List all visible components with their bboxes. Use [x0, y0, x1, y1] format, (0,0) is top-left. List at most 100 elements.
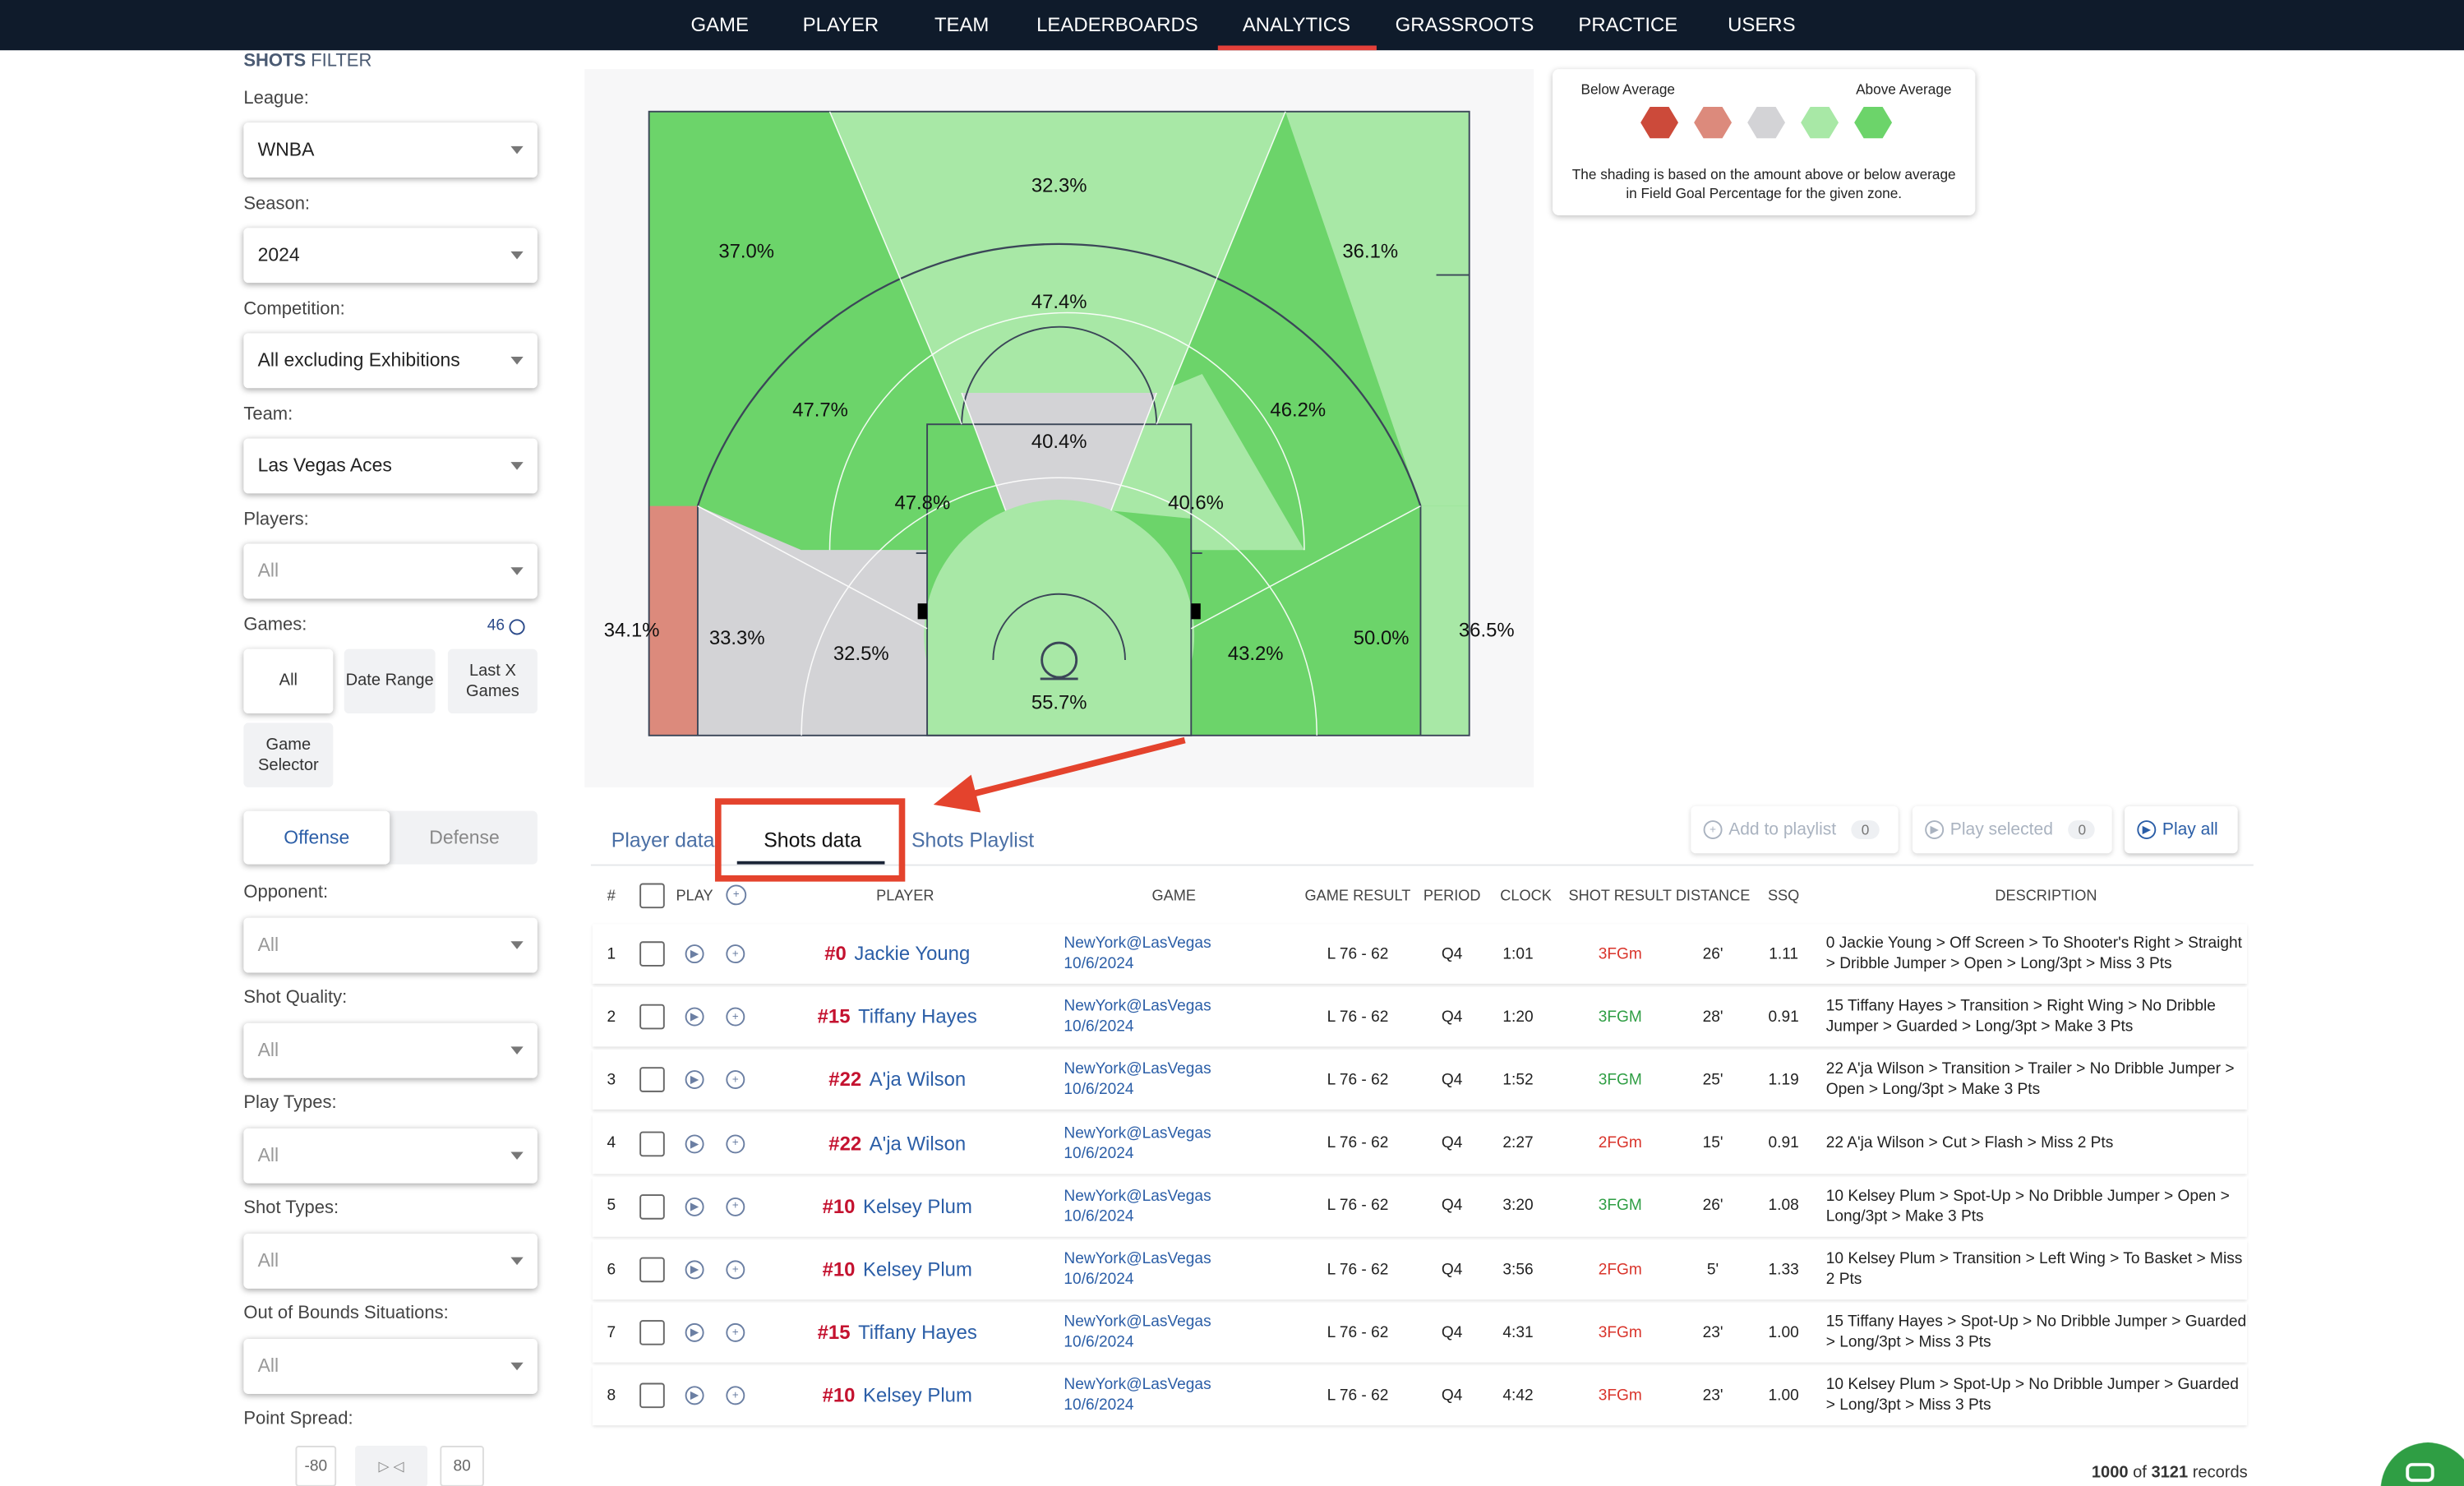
- row-add-button[interactable]: +: [726, 1114, 745, 1174]
- nav-team[interactable]: TEAM: [934, 14, 990, 36]
- games-date-range-button[interactable]: Date Range: [344, 648, 436, 714]
- nav-users[interactable]: USERS: [1728, 14, 1796, 36]
- player-name-link[interactable]: Kelsey Plum: [863, 1258, 972, 1281]
- player-name-link[interactable]: Jackie Young: [854, 943, 971, 965]
- games-selector-button[interactable]: Game Selector: [243, 722, 334, 787]
- nav-grassroots[interactable]: GRASSROOTS: [1395, 14, 1534, 36]
- players-select[interactable]: All: [243, 543, 538, 599]
- shot-quality-select[interactable]: All: [243, 1022, 538, 1078]
- game-link[interactable]: NewYork@LasVegas: [1064, 935, 1211, 953]
- play-selected-button[interactable]: ▶ Play selected 0: [1913, 806, 2112, 853]
- game-link[interactable]: NewYork@LasVegas: [1064, 1250, 1211, 1268]
- row-checkbox[interactable]: [639, 1366, 665, 1426]
- opponent-select[interactable]: All: [243, 917, 538, 973]
- row-player[interactable]: #15 Tiffany Hayes: [818, 987, 977, 1047]
- league-select[interactable]: WNBA: [243, 122, 538, 178]
- defense-toggle[interactable]: Defense: [429, 826, 500, 849]
- row-checkbox[interactable]: [639, 987, 665, 1047]
- row-checkbox[interactable]: [639, 1050, 665, 1110]
- player-name-link[interactable]: Tiffany Hayes: [858, 1006, 977, 1028]
- row-player[interactable]: #22 A'ja Wilson: [828, 1050, 966, 1110]
- row-player[interactable]: #10 Kelsey Plum: [823, 1177, 972, 1237]
- add-all-icon[interactable]: +: [726, 884, 747, 906]
- game-link[interactable]: NewYork@LasVegas: [1064, 1188, 1211, 1206]
- row-play-button[interactable]: ▶: [685, 1050, 704, 1110]
- row-add-button[interactable]: +: [726, 1240, 745, 1300]
- row-play-button[interactable]: ▶: [685, 924, 704, 984]
- row-add-button[interactable]: +: [726, 1303, 745, 1363]
- table-row[interactable]: 5 ▶ + #10 Kelsey Plum NewYork@LasVegas 10/6/20…: [592, 1176, 2248, 1237]
- game-link[interactable]: NewYork@LasVegas: [1064, 1313, 1211, 1331]
- games-all-button[interactable]: All: [243, 648, 334, 714]
- oob-select[interactable]: All: [243, 1339, 538, 1394]
- row-player[interactable]: #0 Jackie Young: [824, 924, 970, 984]
- row-checkbox[interactable]: [639, 1240, 665, 1300]
- table-row[interactable]: 7 ▶ + #15 Tiffany Hayes NewYork@LasVegas 10/6/…: [592, 1303, 2248, 1364]
- nav-analytics[interactable]: ANALYTICS: [1242, 14, 1350, 36]
- row-player[interactable]: #22 A'ja Wilson: [828, 1114, 966, 1174]
- player-name-link[interactable]: A'ja Wilson: [869, 1068, 967, 1091]
- game-link[interactable]: NewYork@LasVegas: [1064, 1061, 1211, 1079]
- play-types-select[interactable]: All: [243, 1128, 538, 1184]
- row-player[interactable]: #10 Kelsey Plum: [823, 1366, 972, 1426]
- table-row[interactable]: 8 ▶ + #10 Kelsey Plum NewYork@LasVegas 10/6/20…: [592, 1366, 2248, 1426]
- row-add-button[interactable]: +: [726, 987, 745, 1047]
- row-play-button[interactable]: ▶: [685, 1114, 704, 1174]
- game-date-link[interactable]: 10/6/2024: [1064, 955, 1134, 973]
- tab-player-data[interactable]: Player data: [611, 828, 715, 852]
- row-play-button[interactable]: ▶: [685, 1240, 704, 1300]
- game-date-link[interactable]: 10/6/2024: [1064, 1207, 1134, 1225]
- game-date-link[interactable]: 10/6/2024: [1064, 1018, 1134, 1036]
- row-add-button[interactable]: +: [726, 924, 745, 984]
- shot-types-select[interactable]: All: [243, 1233, 538, 1289]
- row-play-button[interactable]: ▶: [685, 1177, 704, 1237]
- row-add-button[interactable]: +: [726, 1366, 745, 1426]
- season-select[interactable]: 2024: [243, 228, 538, 284]
- team-select[interactable]: Las Vegas Aces: [243, 438, 538, 494]
- row-add-button[interactable]: +: [726, 1050, 745, 1110]
- game-date-link[interactable]: 10/6/2024: [1064, 1271, 1134, 1289]
- row-player[interactable]: #10 Kelsey Plum: [823, 1240, 972, 1300]
- nav-player[interactable]: PLAYER: [802, 14, 879, 36]
- row-player[interactable]: #15 Tiffany Hayes: [818, 1303, 977, 1363]
- games-last-x-button[interactable]: Last X Games: [447, 648, 538, 714]
- player-name-link[interactable]: A'ja Wilson: [869, 1132, 967, 1155]
- point-spread-slider[interactable]: ▷ ◁: [355, 1446, 428, 1486]
- player-name-link[interactable]: Tiffany Hayes: [858, 1322, 977, 1345]
- game-date-link[interactable]: 10/6/2024: [1064, 1082, 1134, 1100]
- game-date-link[interactable]: 10/6/2024: [1064, 1334, 1134, 1352]
- table-row[interactable]: 6 ▶ + #10 Kelsey Plum NewYork@LasVegas 10/6/20…: [592, 1239, 2248, 1300]
- table-row[interactable]: 2 ▶ + #15 Tiffany Hayes NewYork@LasVegas 10/6/…: [592, 987, 2248, 1047]
- game-link[interactable]: NewYork@LasVegas: [1064, 998, 1211, 1016]
- row-play-button[interactable]: ▶: [685, 1366, 704, 1426]
- row-add-button[interactable]: +: [726, 1177, 745, 1237]
- tab-shots-playlist[interactable]: Shots Playlist: [911, 828, 1035, 852]
- game-date-link[interactable]: 10/6/2024: [1064, 1145, 1134, 1163]
- game-link[interactable]: NewYork@LasVegas: [1064, 1124, 1211, 1142]
- select-all-checkbox[interactable]: [639, 883, 665, 909]
- row-play-button[interactable]: ▶: [685, 987, 704, 1047]
- game-date-link[interactable]: 10/6/2024: [1064, 1397, 1134, 1415]
- competition-select[interactable]: All excluding Exhibitions: [243, 333, 538, 389]
- chat-bubble-button[interactable]: [2380, 1442, 2464, 1486]
- point-spread-max[interactable]: 80: [440, 1446, 484, 1486]
- nav-practice[interactable]: PRACTICE: [1578, 14, 1678, 36]
- nav-game[interactable]: GAME: [690, 14, 749, 36]
- row-play-button[interactable]: ▶: [685, 1303, 704, 1363]
- table-row[interactable]: 4 ▶ + #22 A'ja Wilson NewYork@LasVegas 10/6/20…: [592, 1113, 2248, 1174]
- row-checkbox[interactable]: [639, 1114, 665, 1174]
- add-to-playlist-button[interactable]: + Add to playlist 0: [1691, 806, 1898, 853]
- player-name-link[interactable]: Kelsey Plum: [863, 1385, 972, 1407]
- point-spread-min[interactable]: -80: [295, 1446, 337, 1486]
- tab-shots-data[interactable]: Shots data: [764, 828, 862, 852]
- games-count[interactable]: 46: [487, 617, 525, 635]
- table-row[interactable]: 1 ▶ + #0 Jackie Young NewYork@LasVegas 10/6/20…: [592, 924, 2248, 984]
- offense-toggle[interactable]: Offense: [243, 810, 390, 865]
- row-checkbox[interactable]: [639, 1303, 665, 1363]
- row-checkbox[interactable]: [639, 924, 665, 984]
- nav-leaderboards[interactable]: LEADERBOARDS: [1036, 14, 1198, 36]
- player-name-link[interactable]: Kelsey Plum: [863, 1195, 972, 1218]
- row-checkbox[interactable]: [639, 1177, 665, 1237]
- game-link[interactable]: NewYork@LasVegas: [1064, 1377, 1211, 1395]
- table-row[interactable]: 3 ▶ + #22 A'ja Wilson NewYork@LasVegas 10/6/20…: [592, 1050, 2248, 1110]
